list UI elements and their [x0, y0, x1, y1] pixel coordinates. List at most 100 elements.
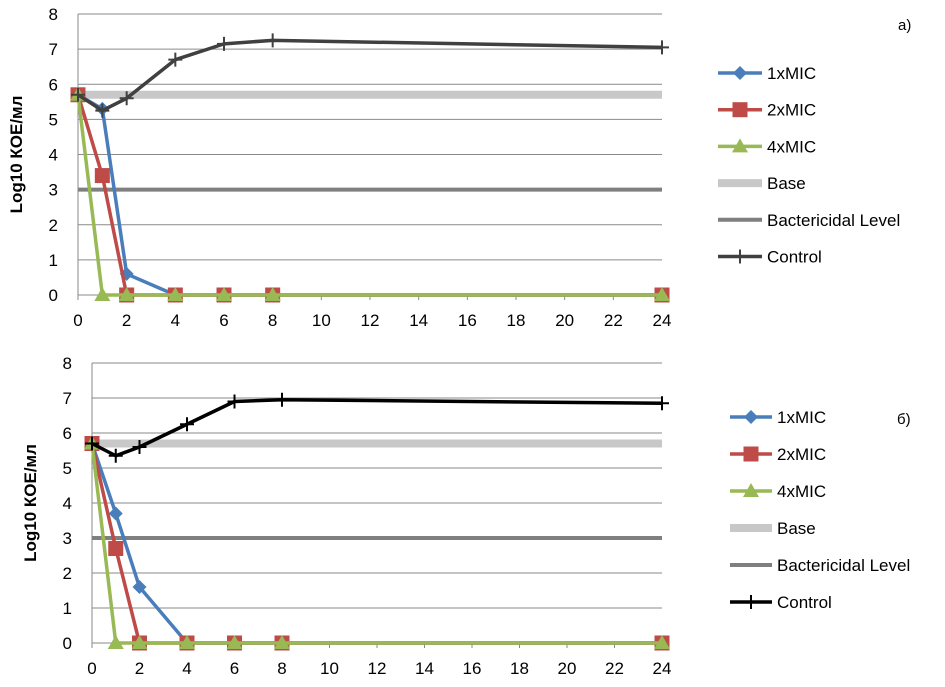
legend-marker: [733, 249, 747, 264]
legend-label: Bactericidal Level: [777, 556, 910, 575]
data-point-control-x8: [275, 392, 289, 407]
y-tick-label-1: 1: [63, 599, 72, 618]
data-point-4xmic-x1: [94, 287, 111, 301]
x-tick-label-22: 22: [604, 311, 623, 330]
legend-item-4xmic: 4xMIC: [730, 482, 826, 501]
x-tick-label-18: 18: [507, 311, 526, 330]
y-tick-label-2: 2: [49, 216, 58, 235]
x-tick-label-6: 6: [219, 311, 228, 330]
legend-marker: [743, 446, 759, 462]
x-tick-label-0: 0: [73, 311, 82, 330]
series-line-2xmic: [76, 94, 662, 297]
panel-label: б): [897, 411, 911, 428]
legend-label: 4xMIC: [767, 137, 816, 156]
legend: 1xMIC 2xMIC 4xMIC Base Bactericidal Level Con…: [730, 408, 910, 612]
x-tick-label-2: 2: [135, 659, 144, 678]
y-tick-label-8: 8: [49, 5, 58, 24]
x-tick-label-16: 16: [458, 311, 477, 330]
data-point-4xmic-x8: [264, 287, 281, 301]
data-point-4xmic-x4: [167, 287, 184, 301]
x-tick-label-14: 14: [415, 659, 434, 678]
legend-label: 1xMIC: [777, 408, 826, 427]
y-tick-label-3: 3: [63, 529, 72, 548]
data-point-2xmic-x1: [94, 168, 110, 184]
data-point-4xmic-x1: [107, 635, 124, 649]
series-line-4xmic: [90, 443, 662, 645]
x-tick-label-2: 2: [122, 311, 131, 330]
y-tick-label-3: 3: [49, 181, 58, 200]
data-point-control-x1: [108, 448, 123, 463]
y-tick-label-2: 2: [63, 564, 72, 583]
x-tick-label-12: 12: [368, 659, 387, 678]
legend-item-2xmic: 2xMIC: [730, 445, 826, 464]
legend-label: Base: [767, 174, 806, 193]
legend-marker: [732, 102, 748, 118]
series-1xmic: [85, 436, 669, 650]
data-point-control-x8: [265, 33, 280, 48]
x-tick-label-14: 14: [409, 311, 428, 330]
legend-item-bactericidal-level: Bactericidal Level: [718, 211, 900, 230]
y-tick-label-7: 7: [49, 40, 58, 59]
y-tick-label-8: 8: [63, 354, 72, 373]
data-point-control-x4: [168, 52, 183, 67]
x-tick-label-12: 12: [361, 311, 380, 330]
data-point-control-x2: [119, 91, 134, 106]
series-control: [71, 33, 669, 118]
legend-item-control: Control: [730, 593, 832, 612]
data-point-control-x24: [655, 40, 669, 55]
legend-marker: [743, 483, 759, 497]
data-point-control-x0: [85, 436, 99, 451]
y-tick-label-0: 0: [49, 286, 58, 305]
y-tick-label-5: 5: [49, 110, 58, 129]
series-1xmic: [71, 87, 669, 302]
x-tick-label-18: 18: [510, 659, 529, 678]
x-tick-label-20: 20: [555, 311, 574, 330]
y-tick-label-4: 4: [63, 494, 72, 513]
x-tick-label-0: 0: [87, 659, 96, 678]
data-point-4xmic-x4: [179, 635, 195, 649]
data-point-4xmic-x8: [274, 635, 290, 649]
legend-marker: [744, 410, 758, 424]
series-line-1xmic: [90, 442, 662, 645]
legend-label: 2xMIC: [777, 445, 826, 464]
x-tick-label-16: 16: [463, 659, 482, 678]
legend-label: 4xMIC: [777, 482, 826, 501]
y-tick-label-7: 7: [63, 389, 72, 408]
y-tick-label-4: 4: [49, 146, 58, 165]
series-line-control: [77, 38, 663, 113]
y-tick-label-6: 6: [49, 75, 58, 94]
legend-item-4xmic: 4xMIC: [718, 137, 816, 156]
x-tick-label-8: 8: [277, 659, 286, 678]
y-tick-label-0: 0: [63, 634, 72, 653]
data-point-4xmic-x2: [131, 635, 148, 649]
x-tick-label-4: 4: [171, 311, 180, 330]
data-point-1xmic-x1: [108, 506, 123, 521]
x-tick-label-10: 10: [312, 311, 331, 330]
x-tick-label-6: 6: [230, 659, 239, 678]
legend-marker: [732, 138, 748, 153]
legend-item-2xmic: 2xMIC: [718, 101, 816, 120]
data-point-control-x24: [655, 396, 669, 411]
data-point-4xmic-x2: [118, 287, 135, 301]
x-tick-label-24: 24: [653, 659, 672, 678]
data-point-2xmic-x1: [108, 541, 124, 556]
x-tick-label-20: 20: [558, 659, 577, 678]
series-line-1xmic: [77, 93, 662, 297]
data-point-control-x1: [95, 103, 110, 118]
data-point-4xmic-x24: [654, 287, 670, 301]
legend-item-1xmic: 1xMIC: [730, 408, 826, 427]
legend-item-1xmic: 1xMIC: [718, 64, 816, 83]
y-axis-label: Log10 КОЕ/мл: [21, 444, 40, 562]
legend-label: 2xMIC: [767, 101, 816, 120]
x-tick-label-4: 4: [182, 659, 191, 678]
data-point-control-x6: [217, 36, 231, 51]
legend-item-base: Base: [718, 174, 806, 193]
series-control: [85, 392, 669, 463]
data-point-4xmic-x6: [216, 287, 232, 301]
legend-label: Base: [777, 519, 816, 538]
y-tick-label-6: 6: [63, 424, 72, 443]
series-line-4xmic: [76, 94, 662, 297]
